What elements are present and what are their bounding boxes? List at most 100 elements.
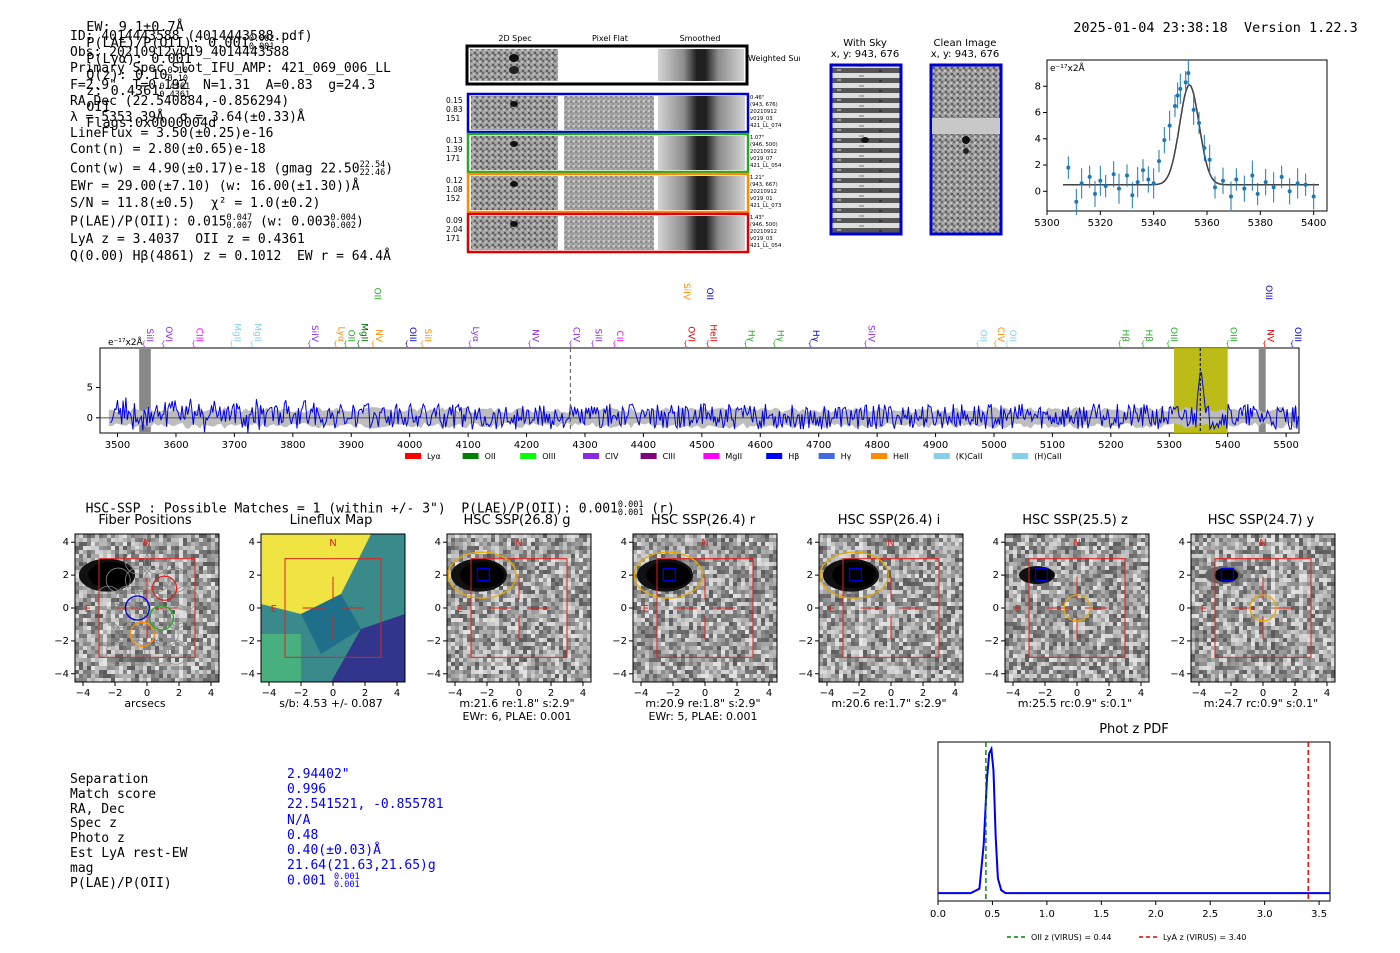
pixel xyxy=(471,650,475,654)
pixel xyxy=(943,570,947,574)
pixel xyxy=(641,614,645,618)
pixel xyxy=(773,654,777,658)
pixel xyxy=(515,646,519,650)
pixel xyxy=(479,662,483,666)
pixel xyxy=(927,546,931,550)
pixel xyxy=(571,574,575,578)
pixel xyxy=(693,678,697,682)
pixel xyxy=(583,574,587,578)
pixel xyxy=(511,558,515,562)
pixel xyxy=(839,554,843,558)
pixel xyxy=(769,606,773,610)
pixel xyxy=(151,614,155,618)
pixel xyxy=(879,582,883,586)
pixel xyxy=(495,658,499,662)
pixel xyxy=(175,574,179,578)
pixel xyxy=(475,650,479,654)
pixel xyxy=(555,622,559,626)
pixel xyxy=(539,542,543,546)
pixel xyxy=(187,602,191,606)
pixel xyxy=(483,590,487,594)
pixel xyxy=(111,554,115,558)
pixel xyxy=(179,626,183,630)
pixel xyxy=(215,550,219,554)
pixel xyxy=(551,674,555,678)
pixel xyxy=(199,606,203,610)
pixel xyxy=(741,582,745,586)
pixel xyxy=(87,614,91,618)
pixel xyxy=(175,622,179,626)
pixel xyxy=(187,610,191,614)
line-fit-point xyxy=(1229,194,1233,199)
pixel xyxy=(131,546,135,550)
pixel xyxy=(499,602,503,606)
pixel xyxy=(195,646,199,650)
pixel xyxy=(709,534,713,538)
pixel xyxy=(749,574,753,578)
pixel xyxy=(151,610,155,614)
pixel xyxy=(721,538,725,542)
pixel xyxy=(705,626,709,630)
pixel xyxy=(99,614,103,618)
pixel xyxy=(531,678,535,682)
pixel xyxy=(745,626,749,630)
pixel xyxy=(143,642,147,646)
pixel xyxy=(753,598,757,602)
pixel xyxy=(463,542,467,546)
pixel xyxy=(927,566,931,570)
pixel xyxy=(831,534,835,538)
pixel xyxy=(935,558,939,562)
pixel xyxy=(83,618,87,622)
pixel xyxy=(661,534,665,538)
pixel xyxy=(127,558,131,562)
pixel xyxy=(127,630,131,634)
pixel xyxy=(757,542,761,546)
pixel xyxy=(653,662,657,666)
pixel xyxy=(207,574,211,578)
pixel xyxy=(99,550,103,554)
pixel xyxy=(195,582,199,586)
pixel xyxy=(115,646,119,650)
pixel xyxy=(721,626,725,630)
pixel xyxy=(447,634,451,638)
pixel xyxy=(535,650,539,654)
pixel xyxy=(499,598,503,602)
pixel xyxy=(563,534,567,538)
pixel xyxy=(463,638,467,642)
pixel xyxy=(693,630,697,634)
pixel xyxy=(503,662,507,666)
pixel xyxy=(495,586,499,590)
pixel xyxy=(543,566,547,570)
pixel xyxy=(563,638,567,642)
pixel xyxy=(187,646,191,650)
fiber-circle xyxy=(105,603,131,629)
pixel xyxy=(547,570,551,574)
pixel xyxy=(915,542,919,546)
pixel xyxy=(847,546,851,550)
pixel xyxy=(527,638,531,642)
pixel xyxy=(207,546,211,550)
pixel xyxy=(709,654,713,658)
pixel xyxy=(709,618,713,622)
pixel xyxy=(203,670,207,674)
pixel xyxy=(99,606,103,610)
fiber-primary xyxy=(124,595,151,621)
spectrum-xtick-label: 3500 xyxy=(105,440,130,451)
pixel xyxy=(507,554,511,558)
pixel xyxy=(123,626,127,630)
pixel xyxy=(737,610,741,614)
pixel xyxy=(447,650,451,654)
pixel xyxy=(503,594,507,598)
pixel xyxy=(753,602,757,606)
pixel xyxy=(479,674,483,678)
pixel xyxy=(179,562,183,566)
pixel xyxy=(503,646,507,650)
pixel xyxy=(499,542,503,546)
pixel xyxy=(539,662,543,666)
pixel xyxy=(919,582,923,586)
pixel xyxy=(749,554,753,558)
pixel xyxy=(215,626,219,630)
pixel xyxy=(543,626,547,630)
pixel xyxy=(579,534,583,538)
pixel xyxy=(127,610,131,614)
